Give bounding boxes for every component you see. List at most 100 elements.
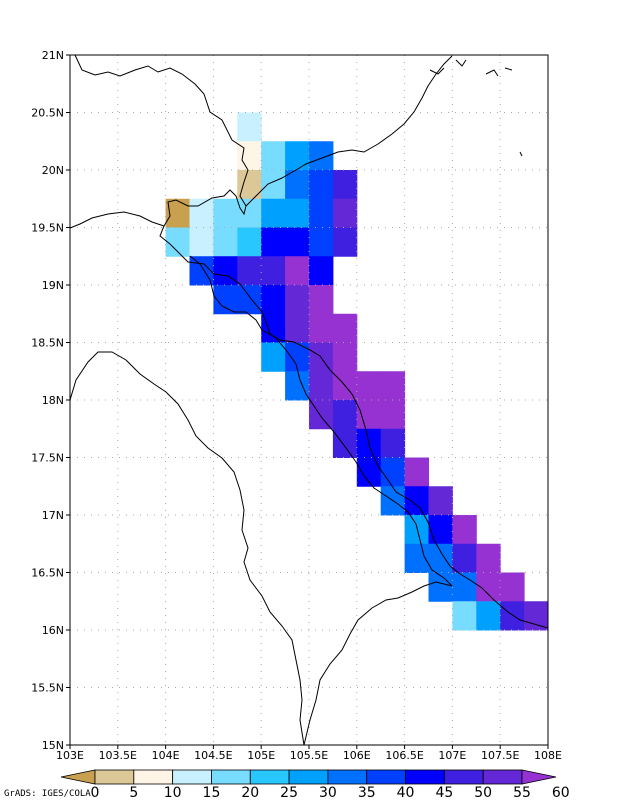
data-cell-16 [309, 198, 334, 228]
colorbar-label: 45 [435, 785, 453, 800]
data-cell-23 [285, 227, 310, 257]
border-south [303, 581, 453, 746]
y-tick-label: 15N [42, 739, 64, 752]
data-cell-34 [261, 285, 286, 315]
coastline-north [74, 54, 549, 629]
colorbar-swatch [366, 769, 406, 785]
data-cell-21 [237, 227, 262, 257]
y-tick-label: 18.5N [31, 337, 64, 350]
data-cell-49 [380, 371, 406, 401]
y-tick-label: 17.5N [31, 452, 64, 465]
colorbar-swatch [482, 769, 523, 785]
x-tick-label: 104E [152, 749, 180, 762]
colorbar-label: 15 [203, 785, 221, 800]
data-cell-69 [476, 543, 501, 573]
x-axis-ticks: 103E 103.5E 104E 104.5E 105E 105.5E 106E 106.5E… [56, 745, 562, 762]
data-cell-35 [285, 285, 310, 315]
data-cell-71 [452, 572, 477, 602]
colorbar-swatch [172, 769, 212, 785]
x-tick-label: 103E [56, 749, 84, 762]
data-cell-29 [261, 256, 286, 286]
data-cell-74 [452, 601, 477, 631]
x-tick-label: 106E [343, 749, 371, 762]
y-tick-label: 20.5N [31, 107, 64, 120]
data-cell-40 [332, 313, 358, 343]
colorbar-swatch [249, 769, 290, 785]
colorbar-label: 30 [319, 785, 337, 800]
data-cell-4 [309, 141, 334, 171]
data-cell-63 [404, 515, 429, 545]
data-cell-5 [237, 170, 262, 200]
coastline-northeast [245, 55, 453, 207]
data-cell-0 [237, 112, 262, 142]
border-west-north [69, 211, 165, 229]
colorbar-label: 5 [129, 785, 138, 800]
x-tick-label: 103.5E [99, 749, 137, 762]
data-cell-39 [309, 313, 334, 343]
y-tick-label: 21N [42, 49, 64, 62]
data-cell-24 [309, 227, 334, 257]
colorbar-label: 0 [91, 785, 100, 800]
data-cell-68 [452, 543, 477, 573]
colorbar-swatch [288, 769, 329, 785]
data-cell-44 [332, 342, 358, 372]
colorbar-swatch [211, 769, 251, 785]
data-cell-56 [380, 428, 406, 458]
data-cell-31 [309, 256, 334, 286]
data-cell-17 [332, 198, 358, 228]
colorbar-label: 10 [164, 785, 182, 800]
colorbar-label: 25 [280, 785, 298, 800]
data-cell-25 [332, 227, 358, 257]
data-cell-37 [261, 313, 286, 343]
data-cell-9 [332, 170, 358, 200]
colorbar-label: 55 [513, 785, 531, 800]
data-cell-38 [285, 313, 310, 343]
data-cell-7 [285, 170, 310, 200]
data-cell-53 [380, 400, 406, 430]
coastline-borders [69, 54, 549, 746]
x-tick-label: 104.5E [194, 749, 232, 762]
data-cell-20 [213, 227, 238, 257]
x-tick-label: 108E [534, 749, 562, 762]
data-cell-12 [213, 198, 238, 228]
data-cell-8 [309, 170, 334, 200]
data-cell-11 [189, 198, 214, 228]
data-cell-33 [237, 285, 262, 315]
colorbar: 0 5 10 15 20 25 30 35 40 45 50 55 60 [60, 769, 570, 800]
colorbar-label: 50 [474, 785, 492, 800]
x-tick-label: 105.5E [290, 749, 328, 762]
y-tick-label: 20N [42, 164, 64, 177]
data-cell-61 [404, 486, 429, 516]
colorbar-swatch [443, 769, 484, 785]
data-cell-2 [261, 141, 286, 171]
data-cell-59 [404, 457, 429, 487]
data-cell-28 [237, 256, 262, 286]
data-cell-41 [261, 342, 286, 372]
data-cell-19 [189, 227, 214, 257]
colorbar-label: 40 [397, 785, 415, 800]
border-laos-thailand [69, 351, 305, 746]
border-vietnam-laos [189, 255, 453, 587]
data-cell-51 [332, 400, 358, 430]
data-cell-36 [309, 285, 334, 315]
data-cells [165, 112, 549, 631]
data-cell-73 [500, 572, 525, 602]
data-cell-15 [285, 198, 310, 228]
grads-credit: GrADS: IGES/COLA [4, 789, 91, 799]
y-tick-label: 19N [42, 279, 64, 292]
data-cell-22 [261, 227, 286, 257]
colorbar-label: 35 [358, 785, 376, 800]
data-cell-64 [428, 515, 453, 545]
y-tick-label: 18N [42, 394, 64, 407]
y-tick-label: 16N [42, 624, 64, 637]
y-tick-label: 19.5N [31, 222, 64, 235]
colorbar-swatch [94, 769, 135, 785]
data-cell-75 [476, 601, 501, 631]
y-axis-ticks: 15N 15.5N 16N 16.5N 17N 17.5N 18N 18.5N 19N 19.5N… [31, 49, 70, 752]
data-cell-13 [237, 198, 262, 228]
data-cell-76 [500, 601, 525, 631]
y-tick-label: 15.5N [31, 682, 64, 695]
data-cell-30 [285, 256, 310, 286]
data-cell-14 [261, 198, 286, 228]
data-cell-48 [356, 371, 382, 401]
